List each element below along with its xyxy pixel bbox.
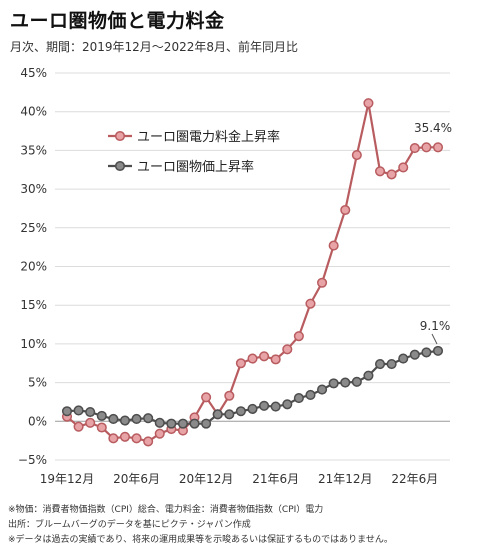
end-label-leader bbox=[431, 333, 438, 345]
series-group bbox=[61, 98, 444, 447]
data-point bbox=[317, 277, 328, 288]
end-label-electricity: 35.4% bbox=[414, 121, 452, 135]
x-tick-label: 22年6月 bbox=[391, 472, 438, 486]
data-point bbox=[409, 143, 420, 154]
data-point bbox=[131, 413, 142, 425]
data-point bbox=[259, 351, 270, 362]
y-tick-label: 40% bbox=[20, 105, 47, 119]
data-point bbox=[421, 347, 432, 358]
data-point bbox=[201, 392, 212, 403]
data-point bbox=[119, 415, 131, 426]
data-point bbox=[154, 428, 165, 439]
data-point bbox=[85, 417, 96, 428]
data-point bbox=[374, 358, 386, 370]
data-point bbox=[398, 162, 409, 173]
x-tick-label: 21年12月 bbox=[318, 472, 373, 486]
data-point bbox=[409, 349, 420, 360]
data-point bbox=[154, 417, 165, 428]
data-point bbox=[235, 358, 246, 369]
data-point bbox=[305, 389, 316, 401]
data-point bbox=[177, 418, 188, 429]
data-point bbox=[108, 413, 119, 425]
data-point bbox=[398, 353, 409, 364]
data-point bbox=[224, 390, 235, 401]
y-tick-label: 30% bbox=[20, 182, 47, 196]
x-tick-label: 19年12月 bbox=[40, 472, 95, 486]
footnote-definition: ※物価：消費者物価指数（CPI）総合、電力料金：消費者物価指数（CPI）電力 bbox=[8, 505, 324, 515]
data-point bbox=[270, 401, 281, 412]
end-labels: 35.4% 9.1% bbox=[414, 121, 452, 345]
legend-label: ユーロ圏物価上昇率 bbox=[137, 159, 254, 175]
y-tick-label: 15% bbox=[20, 298, 47, 312]
data-point bbox=[85, 406, 96, 418]
data-point bbox=[317, 384, 328, 395]
data-point bbox=[351, 149, 362, 161]
data-point bbox=[328, 240, 339, 251]
y-tick-label: 0% bbox=[28, 414, 47, 428]
y-tick-label: −5% bbox=[18, 453, 47, 467]
data-point bbox=[374, 166, 386, 177]
data-point bbox=[73, 421, 84, 432]
data-point bbox=[189, 418, 200, 429]
data-point bbox=[235, 406, 246, 417]
data-point bbox=[421, 142, 432, 153]
data-point bbox=[119, 431, 131, 442]
footnote-disclaimer: ※データは過去の実績であり、将来の運用成果等を示唆あるいは保証するものではありま… bbox=[8, 535, 393, 545]
y-tick-label: 25% bbox=[20, 221, 47, 235]
data-point bbox=[259, 400, 270, 411]
x-tick-label: 20年6月 bbox=[113, 472, 160, 486]
data-point bbox=[363, 98, 374, 109]
data-point bbox=[282, 399, 293, 410]
x-tick-label: 21年6月 bbox=[252, 472, 299, 486]
data-point bbox=[61, 406, 73, 417]
data-point bbox=[432, 142, 444, 153]
data-point bbox=[386, 169, 397, 180]
y-tick-label: 45% bbox=[20, 66, 47, 80]
legend-swatch-marker bbox=[114, 160, 126, 172]
data-point bbox=[282, 344, 293, 355]
data-point bbox=[351, 376, 362, 387]
y-tick-label: 10% bbox=[20, 337, 47, 351]
data-point bbox=[143, 436, 154, 447]
y-tick-label: 5% bbox=[28, 376, 47, 390]
data-point bbox=[363, 370, 374, 381]
data-point bbox=[293, 393, 304, 404]
data-point bbox=[305, 298, 316, 309]
y-tick-label: 35% bbox=[20, 143, 47, 157]
y-axis-ticks: −5% 0% 5% 10% 15% 20% 25% 30% 35% 40% 45% bbox=[18, 66, 47, 467]
data-point bbox=[201, 418, 212, 429]
footnote-source: 出所：ブルームバーグのデータを基にピクテ・ジャパン作成 bbox=[8, 520, 251, 530]
legend-swatch-marker bbox=[114, 130, 126, 142]
data-point bbox=[166, 418, 177, 429]
data-point bbox=[131, 433, 142, 444]
data-point bbox=[108, 433, 119, 444]
data-point bbox=[143, 413, 154, 424]
data-point bbox=[293, 331, 304, 342]
data-point bbox=[340, 377, 351, 388]
data-point bbox=[270, 354, 281, 365]
data-point bbox=[247, 403, 258, 414]
data-point bbox=[212, 409, 223, 420]
legend-label: ユーロ圏電力料金上昇率 bbox=[137, 129, 280, 145]
x-tick-label: 20年12月 bbox=[179, 472, 234, 486]
data-point bbox=[340, 204, 351, 216]
end-label-cpi: 9.1% bbox=[420, 319, 451, 333]
data-point bbox=[432, 345, 444, 356]
data-point bbox=[224, 409, 235, 420]
page-title: ユーロ圏物価と電力料金 bbox=[10, 10, 225, 32]
series-line bbox=[66, 102, 438, 443]
data-point bbox=[96, 410, 107, 421]
data-point bbox=[96, 422, 107, 433]
data-point bbox=[247, 353, 258, 364]
data-point bbox=[73, 405, 84, 416]
chart-subtitle: 月次、期間：2019年12月～2022年8月、前年同月比 bbox=[10, 40, 298, 54]
y-tick-label: 20% bbox=[20, 260, 47, 274]
footnotes: ※物価：消費者物価指数（CPI）総合、電力料金：消費者物価指数（CPI）電力 出… bbox=[8, 503, 393, 548]
data-point bbox=[386, 358, 397, 370]
data-point bbox=[328, 378, 339, 389]
line-chart: −5% 0% 5% 10% 15% 20% 25% 30% 35% 40% 45% 19年12月 20… bbox=[18, 66, 452, 486]
x-axis-ticks: 19年12月 20年6月 20年12月 21年6月 21年12月 22年6月 bbox=[40, 472, 439, 486]
